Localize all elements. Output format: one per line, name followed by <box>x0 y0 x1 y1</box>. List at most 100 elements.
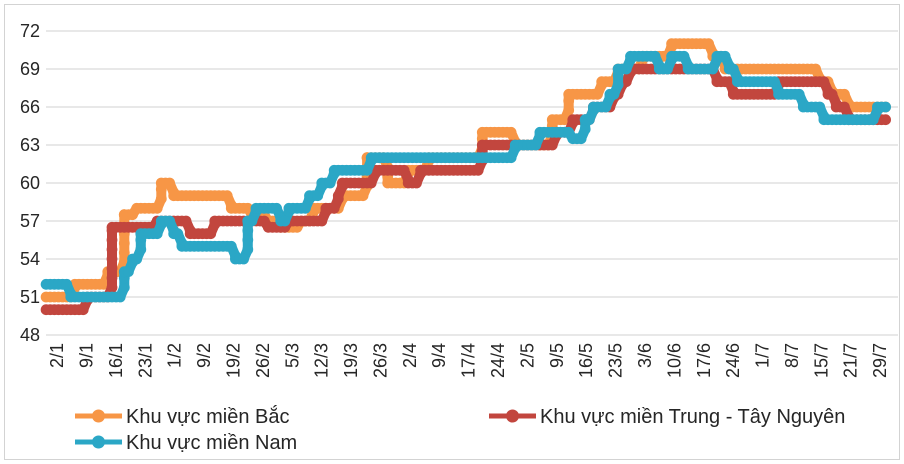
data-point-marker <box>505 152 517 164</box>
data-point-marker <box>620 63 632 75</box>
data-point-marker <box>867 114 879 126</box>
data-point-marker <box>118 282 130 293</box>
data-point-marker <box>649 50 661 62</box>
legend-dot-marker-icon <box>92 409 105 423</box>
data-point-marker <box>225 240 237 252</box>
data-point-marker <box>106 253 118 265</box>
data-point-marker <box>106 234 118 246</box>
data-point-marker <box>242 234 254 246</box>
data-point-marker <box>826 88 838 100</box>
data-point-marker <box>61 278 73 290</box>
data-point-marker <box>365 177 377 189</box>
data-point-marker <box>579 123 591 135</box>
x-tick-label: 2/1 <box>47 343 67 368</box>
data-point-marker <box>300 202 311 214</box>
legend-label: Khu vực miền Nam <box>126 432 297 454</box>
data-point-marker <box>814 101 826 113</box>
data-point-marker <box>98 278 110 290</box>
data-point-marker <box>583 114 595 126</box>
data-point-marker <box>357 190 369 202</box>
data-point-marker <box>151 202 163 214</box>
data-point-marker <box>316 215 328 227</box>
data-point-marker <box>151 228 163 240</box>
x-tick-label: 1/7 <box>753 343 773 368</box>
y-tick-label: 63 <box>20 135 40 155</box>
data-point-marker <box>361 164 373 176</box>
x-tick-label: 17/6 <box>694 343 714 378</box>
data-point-marker <box>205 228 217 240</box>
data-point-marker <box>678 50 690 62</box>
data-point-marker <box>505 126 517 138</box>
x-tick-label: 26/2 <box>253 343 273 378</box>
x-tick-label: 29/7 <box>870 343 890 378</box>
y-tick-label: 57 <box>20 211 40 231</box>
x-tick-label: 3/6 <box>635 343 655 368</box>
y-tick-label: 48 <box>20 325 40 345</box>
x-tick-label: 21/7 <box>841 343 861 378</box>
data-point-marker <box>312 190 324 202</box>
x-tick-label: 23/1 <box>135 343 155 378</box>
data-point-marker <box>793 88 805 100</box>
data-point-marker <box>703 38 714 50</box>
data-point-marker <box>411 177 422 189</box>
x-tick-label: 2/5 <box>517 343 537 368</box>
x-tick-label: 17/4 <box>459 343 479 378</box>
data-point-marker <box>719 50 731 62</box>
legend-item: Khu vực miền Bắc <box>75 405 289 428</box>
data-point-marker <box>472 164 484 176</box>
data-point-marker <box>164 215 176 227</box>
data-point-marker <box>279 215 291 227</box>
data-point-marker <box>106 263 118 274</box>
x-tick-label: 9/5 <box>547 343 567 368</box>
data-point-marker <box>810 63 821 75</box>
data-point-marker <box>118 247 130 259</box>
x-tick-label: 12/3 <box>312 343 332 378</box>
x-tick-label: 19/2 <box>223 343 243 378</box>
y-tick-label: 72 <box>20 21 40 41</box>
data-point-marker <box>118 237 130 249</box>
x-tick-label: 8/7 <box>782 343 802 368</box>
data-point-marker <box>600 101 612 113</box>
x-tick-label: 1/2 <box>165 343 185 368</box>
data-point-marker <box>880 101 891 113</box>
data-point-marker <box>122 266 134 278</box>
data-point-marker <box>546 139 558 151</box>
y-tick-label: 51 <box>20 287 40 307</box>
legend-item: Khu vực miền Nam <box>75 432 297 454</box>
data-point-marker <box>155 193 167 205</box>
legend-label: Khu vực miền Bắc <box>126 405 289 428</box>
legend-dot-marker-icon <box>92 435 105 449</box>
x-tick-label: 10/6 <box>664 343 684 378</box>
x-tick-label: 2/4 <box>400 343 420 368</box>
data-point-marker <box>164 177 176 189</box>
data-point-marker <box>880 114 891 126</box>
chart-border <box>4 4 900 460</box>
data-point-marker <box>575 133 587 145</box>
data-point-marker <box>271 202 282 214</box>
data-point-marker <box>242 225 254 236</box>
series-markers-2 <box>40 50 891 303</box>
data-point-marker <box>723 76 735 88</box>
data-point-marker <box>246 215 258 227</box>
data-point-marker <box>77 304 89 316</box>
x-tick-label: 23/5 <box>606 343 626 378</box>
data-point-marker <box>172 228 184 240</box>
legend-item: Khu vực miền Trung - Tây Nguyên <box>489 406 845 428</box>
x-tick-label: 24/4 <box>488 343 508 378</box>
x-tick-label: 15/7 <box>811 343 831 378</box>
data-point-marker <box>180 215 192 227</box>
x-tick-label: 24/6 <box>723 343 743 378</box>
data-point-marker <box>324 177 336 189</box>
data-point-marker <box>612 79 624 91</box>
x-tick-label: 19/3 <box>341 343 361 378</box>
data-point-marker <box>131 253 143 265</box>
data-point-marker <box>135 244 147 255</box>
data-point-marker <box>530 139 542 151</box>
legend-label: Khu vực miền Trung - Tây Nguyên <box>540 406 845 428</box>
data-point-marker <box>398 164 410 176</box>
y-tick-label: 60 <box>20 173 40 193</box>
data-point-marker <box>106 244 118 255</box>
x-tick-label: 16/5 <box>576 343 596 378</box>
x-tick-label: 9/2 <box>194 343 214 368</box>
